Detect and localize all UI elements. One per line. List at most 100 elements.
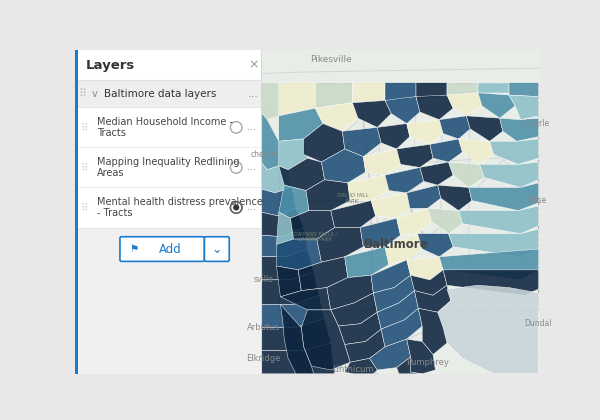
Polygon shape — [279, 158, 325, 191]
Polygon shape — [370, 339, 410, 370]
Polygon shape — [277, 239, 322, 270]
Text: - Tracts: - Tracts — [97, 208, 132, 218]
Polygon shape — [317, 228, 364, 262]
Polygon shape — [261, 83, 279, 120]
Text: Tracts: Tracts — [97, 128, 125, 138]
Text: Add: Add — [158, 243, 181, 255]
Text: Rose: Rose — [529, 196, 547, 205]
Polygon shape — [447, 93, 482, 116]
Bar — [75, 228, 261, 374]
Polygon shape — [322, 149, 365, 183]
Polygon shape — [261, 228, 308, 257]
Polygon shape — [279, 108, 323, 141]
Polygon shape — [385, 168, 424, 193]
Polygon shape — [420, 162, 453, 185]
Polygon shape — [466, 116, 503, 141]
Bar — [75, 50, 261, 374]
Text: ...: ... — [247, 163, 257, 173]
Text: Mapping Inequality Redlining: Mapping Inequality Redlining — [97, 157, 239, 167]
Polygon shape — [447, 83, 478, 95]
Polygon shape — [261, 208, 304, 237]
Polygon shape — [343, 127, 381, 157]
Polygon shape — [438, 285, 538, 374]
Text: GWYNNS FALLS /
LEAKIN PARK: GWYNNS FALLS / LEAKIN PARK — [293, 231, 337, 242]
Polygon shape — [279, 185, 309, 218]
Polygon shape — [261, 318, 331, 351]
Polygon shape — [397, 357, 422, 374]
Bar — [75, 187, 261, 228]
Polygon shape — [377, 123, 410, 149]
Polygon shape — [410, 270, 447, 295]
Polygon shape — [344, 329, 385, 362]
Polygon shape — [261, 343, 335, 374]
Text: ⠿: ⠿ — [79, 89, 87, 99]
Polygon shape — [315, 83, 352, 108]
Polygon shape — [277, 266, 301, 297]
Polygon shape — [478, 93, 515, 118]
Polygon shape — [449, 229, 538, 257]
Text: Median Household Income -: Median Household Income - — [97, 117, 233, 127]
Polygon shape — [385, 234, 422, 265]
Polygon shape — [315, 103, 358, 131]
Polygon shape — [439, 116, 470, 139]
Polygon shape — [490, 139, 538, 164]
Polygon shape — [338, 312, 381, 344]
Text: v: v — [91, 89, 97, 99]
Polygon shape — [304, 123, 344, 162]
Text: sville: sville — [253, 276, 273, 284]
Polygon shape — [327, 275, 373, 310]
Polygon shape — [277, 212, 293, 244]
Text: Mental health distress prevalence: Mental health distress prevalence — [97, 197, 263, 207]
Polygon shape — [458, 206, 538, 234]
Text: ...: ... — [247, 202, 257, 213]
Text: ⠿: ⠿ — [80, 202, 88, 213]
Bar — [75, 80, 261, 108]
Text: Pumphrey: Pumphrey — [406, 358, 449, 367]
Polygon shape — [385, 83, 416, 100]
Polygon shape — [381, 308, 422, 347]
Polygon shape — [428, 208, 463, 234]
Polygon shape — [344, 247, 389, 278]
Text: Overle: Overle — [525, 119, 550, 128]
Text: Baltimore: Baltimore — [364, 238, 429, 251]
Polygon shape — [352, 83, 385, 103]
Polygon shape — [377, 291, 418, 329]
Polygon shape — [360, 218, 401, 247]
Polygon shape — [469, 183, 538, 210]
Polygon shape — [298, 257, 348, 291]
Polygon shape — [407, 339, 436, 374]
Polygon shape — [449, 162, 484, 187]
Polygon shape — [407, 257, 443, 280]
Polygon shape — [443, 270, 538, 295]
Polygon shape — [371, 260, 410, 293]
Polygon shape — [280, 288, 331, 310]
Polygon shape — [430, 139, 463, 162]
Polygon shape — [479, 162, 538, 187]
Text: ⠿: ⠿ — [80, 163, 88, 173]
Polygon shape — [416, 95, 453, 120]
Polygon shape — [500, 118, 538, 141]
Polygon shape — [279, 83, 315, 116]
Polygon shape — [344, 358, 377, 374]
Bar — [75, 108, 261, 147]
Text: Areas: Areas — [97, 168, 124, 178]
Polygon shape — [438, 185, 472, 210]
Polygon shape — [261, 272, 319, 304]
Polygon shape — [261, 249, 314, 280]
Polygon shape — [280, 304, 314, 374]
Polygon shape — [458, 139, 493, 164]
Text: DRUID HILL
PARK: DRUID HILL PARK — [337, 193, 368, 204]
Text: Pikesville: Pikesville — [310, 55, 352, 64]
Polygon shape — [439, 249, 538, 280]
Text: chearn: chearn — [250, 150, 277, 159]
Polygon shape — [306, 180, 350, 210]
Text: ⚑: ⚑ — [129, 244, 139, 254]
Text: Elkridge: Elkridge — [246, 354, 281, 363]
Text: ...: ... — [247, 122, 257, 132]
Text: Linthicum: Linthicum — [332, 365, 373, 375]
Polygon shape — [478, 83, 509, 93]
Text: Baltimore data layers: Baltimore data layers — [104, 89, 217, 99]
Circle shape — [230, 122, 242, 133]
Text: Dundal: Dundal — [524, 319, 551, 328]
Polygon shape — [407, 185, 441, 208]
